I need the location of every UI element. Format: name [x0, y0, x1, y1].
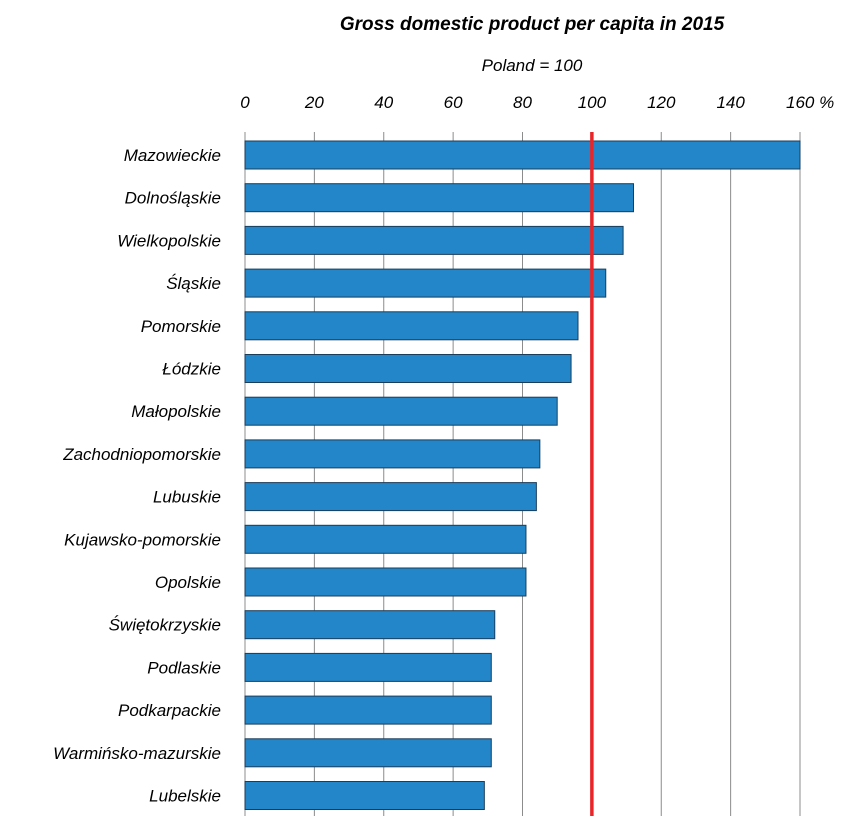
category-label: Śląskie [166, 274, 221, 293]
x-tick-label: 140 [716, 93, 745, 112]
x-tick-label: 20 [304, 93, 324, 112]
category-label: Lubelskie [149, 787, 221, 806]
x-tick-label: 0 [240, 93, 250, 112]
category-label: Lubuskie [153, 488, 221, 507]
x-tick-label: 40 [374, 93, 393, 112]
category-label: Łódzkie [162, 360, 221, 379]
category-label: Warmińsko-mazurskie [53, 744, 221, 763]
bar [244, 140, 801, 170]
bar [244, 610, 496, 640]
category-label: Kujawsko-pomorskie [64, 530, 221, 549]
chart-title: Gross domestic product per capita in 201… [340, 14, 725, 35]
category-label: Opolskie [155, 573, 221, 592]
category-label: Podkarpackie [118, 701, 221, 720]
x-tick-label: 60 [444, 93, 463, 112]
x-axis-ticks: 0 20 40 60 80 100 120 140 160 % [240, 93, 834, 112]
category-label: Zachodniopomorskie [62, 445, 221, 464]
bars [244, 140, 801, 810]
x-tick-label: 80 [513, 93, 532, 112]
chart-subtitle: Poland = 100 [482, 56, 583, 75]
bar [244, 354, 572, 383]
bar [244, 225, 624, 255]
category-label: Świętokrzyskie [109, 616, 221, 635]
bar [244, 183, 634, 213]
bar [244, 311, 579, 341]
category-labels: Mazowieckie Dolnośląskie Wielkopolskie Śląs… [53, 146, 221, 806]
bar [244, 738, 492, 768]
x-tick-label: 120 [647, 93, 676, 112]
bar [244, 268, 607, 298]
category-label: Dolnośląskie [125, 189, 221, 208]
bar [244, 567, 527, 597]
category-label: Wielkopolskie [117, 231, 221, 250]
bar [244, 524, 527, 554]
category-label: Mazowieckie [124, 146, 221, 165]
bar [244, 781, 485, 810]
bar [244, 652, 492, 682]
x-tick-label: 160 % [786, 93, 834, 112]
bar [244, 396, 558, 426]
bar [244, 482, 537, 512]
x-tick-label: 100 [578, 93, 607, 112]
bar [244, 695, 492, 725]
category-label: Małopolskie [131, 402, 221, 421]
bar [244, 439, 541, 469]
category-label: Pomorskie [141, 317, 221, 336]
category-label: Podlaskie [147, 658, 221, 677]
